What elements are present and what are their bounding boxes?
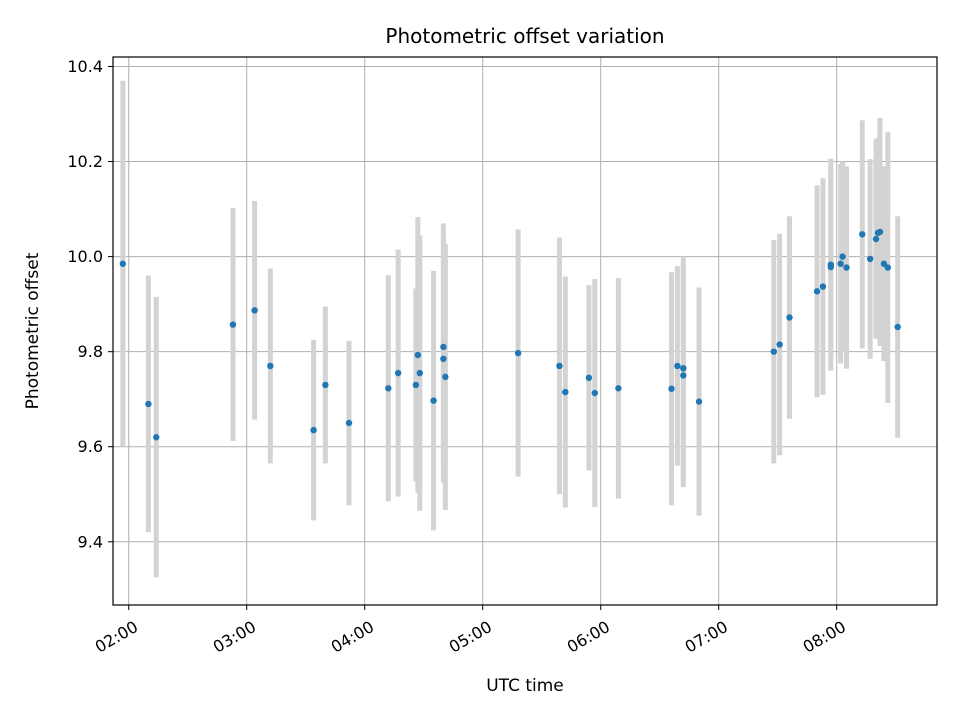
data-point — [615, 385, 622, 392]
data-point — [859, 231, 866, 238]
data-point — [556, 362, 563, 370]
data-point — [416, 369, 423, 377]
data-point — [267, 362, 274, 370]
data-point — [440, 343, 447, 351]
data-point — [591, 389, 599, 397]
data-point — [585, 374, 593, 382]
data-point — [770, 348, 777, 355]
data-point — [680, 372, 687, 379]
data-point — [837, 260, 844, 267]
data-point — [680, 365, 687, 372]
data-point — [674, 362, 681, 370]
data-point — [668, 385, 675, 392]
data-point — [884, 264, 892, 271]
data-point — [880, 260, 888, 267]
y-tick-label: 10.0 — [67, 247, 103, 266]
y-axis-label: Photometric offset — [23, 252, 43, 409]
data-point — [310, 426, 317, 434]
data-point — [843, 264, 850, 271]
y-tick-label: 10.4 — [67, 57, 103, 76]
data-point — [514, 349, 522, 357]
data-point — [322, 381, 329, 389]
data-point — [251, 307, 258, 314]
data-point — [839, 253, 846, 260]
data-point — [776, 341, 783, 348]
chart-title: Photometric offset variation — [385, 24, 664, 48]
data-point — [119, 260, 127, 267]
data-point — [786, 314, 793, 321]
data-point — [440, 355, 447, 363]
data-point — [394, 369, 402, 377]
data-point — [430, 397, 437, 404]
y-tick-label: 9.6 — [78, 437, 103, 456]
plot-frame — [112, 56, 938, 606]
grid — [113, 57, 937, 605]
data-point — [229, 321, 237, 328]
x-axis-label: UTC time — [486, 676, 564, 696]
y-tick-label: 10.2 — [67, 152, 103, 171]
data-point — [414, 351, 422, 359]
data-point — [876, 228, 884, 236]
data-points — [119, 228, 901, 441]
data-point — [345, 419, 353, 427]
data-point — [894, 323, 901, 331]
y-axis-ticks: 9.4 9.6 9.8 10.0 10.2 10.4 — [67, 57, 113, 551]
data-point — [866, 255, 874, 263]
data-point — [827, 263, 835, 271]
data-point — [385, 385, 392, 392]
data-point — [872, 235, 880, 243]
data-point — [442, 373, 449, 381]
data-point — [819, 283, 827, 290]
data-point — [153, 434, 160, 441]
data-point — [145, 400, 152, 408]
data-point — [813, 288, 821, 295]
data-point — [695, 398, 703, 405]
y-tick-label: 9.4 — [78, 532, 103, 551]
y-tick-label: 9.8 — [78, 342, 103, 361]
data-point — [562, 388, 569, 396]
data-point — [412, 381, 420, 389]
